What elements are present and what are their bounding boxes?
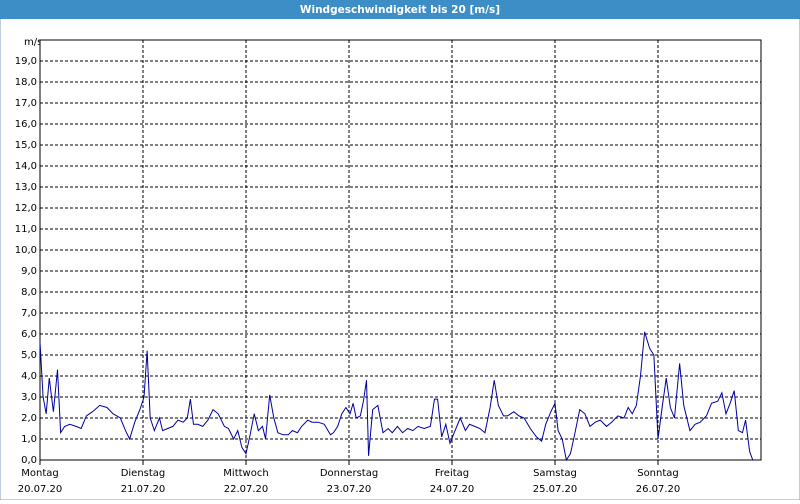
x-tick-date: 20.07.20 (18, 484, 63, 495)
title-bar (0, 0, 800, 19)
x-tick-label: Mittwoch (223, 468, 268, 479)
line-series (39, 331, 754, 462)
y-tick-label: 3,0 (21, 392, 37, 403)
x-tick-date: 25.07.20 (533, 484, 578, 495)
x-tick-label: Samstag (533, 468, 577, 479)
y-tick-label: 8,0 (21, 287, 37, 298)
y-tick-label: 5,0 (21, 350, 37, 361)
y-tick-label: 2,0 (21, 413, 37, 424)
x-tick-date: 24.07.20 (430, 484, 475, 495)
x-tick-label: Sonntag (637, 468, 679, 479)
y-tick-label: 11,0 (15, 224, 37, 235)
x-tick-label: Donnerstag (320, 468, 378, 479)
y-tick-label: 18,0 (15, 77, 37, 88)
x-tick-date: 21.07.20 (121, 484, 166, 495)
y-tick-label: 7,0 (21, 308, 37, 319)
x-tick-date: 22.07.20 (224, 484, 269, 495)
x-tick-label: Montag (21, 468, 58, 479)
y-tick-label: 16,0 (15, 119, 37, 130)
x-tick-label: Dienstag (121, 468, 166, 479)
x-tick-date: 23.07.20 (327, 484, 372, 495)
chart-title: Windgeschwindigkeit bis 20 [m/s] (300, 4, 500, 16)
y-tick-label: 12,0 (15, 203, 37, 214)
y-tick-label: 14,0 (15, 161, 37, 172)
y-tick-label: 13,0 (15, 182, 37, 193)
y-tick-label: 0,0 (21, 455, 37, 466)
x-tick-date: 26.07.20 (636, 484, 681, 495)
y-tick-label: 6,0 (21, 329, 37, 340)
y-tick-label: 17,0 (15, 98, 37, 109)
y-unit: m/s (24, 37, 42, 48)
y-tick-label: 10,0 (15, 245, 37, 256)
y-tick-label: 9,0 (21, 266, 37, 277)
y-tick-label: 19,0 (15, 56, 37, 67)
y-tick-label: 4,0 (21, 371, 37, 382)
y-tick-label: 1,0 (21, 434, 37, 445)
x-tick-label: Freitag (435, 468, 469, 479)
y-tick-label: 15,0 (15, 140, 37, 151)
